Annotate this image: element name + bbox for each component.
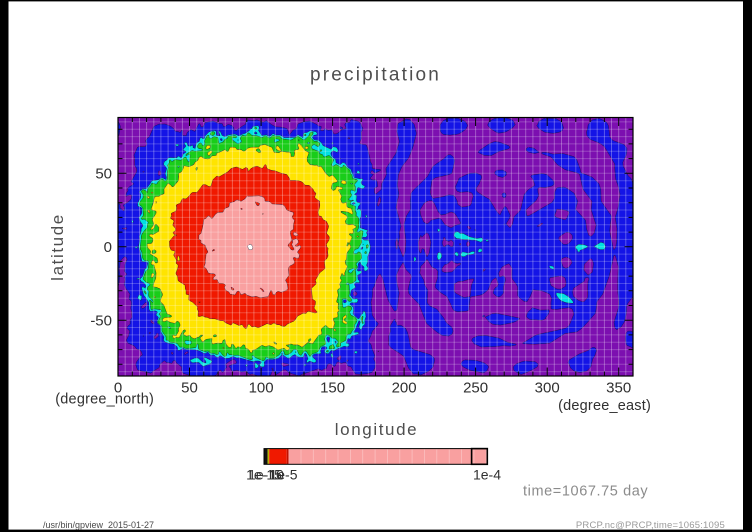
svg-text:0: 0 [114,380,122,397]
svg-text:precipitation: precipitation [310,65,441,86]
svg-text:1e-5: 1e-5 [269,467,297,483]
svg-text:(degree_east): (degree_east) [558,398,651,414]
svg-text:200: 200 [392,380,417,397]
svg-text:1e-15: 1e-15 [246,467,282,483]
svg-text:0: 0 [104,239,112,256]
svg-text:100: 100 [249,380,274,397]
svg-text:1e-4: 1e-4 [473,467,501,483]
svg-text:1e-10: 1e-10 [248,467,284,483]
svg-text:250: 250 [463,380,488,397]
svg-text:longitude: longitude [335,420,418,439]
svg-text:150: 150 [320,380,345,397]
svg-text:PRCP.nc@PRCP,time=1065:1095: PRCP.nc@PRCP,time=1065:1095 [576,520,725,531]
svg-text:350: 350 [606,380,631,397]
svg-text:50: 50 [181,380,198,397]
svg-text:latitude: latitude [48,213,67,281]
svg-text:/usr/bin/gpview 2015-01-27: /usr/bin/gpview 2015-01-27 [43,520,154,530]
svg-text:50: 50 [95,166,112,183]
svg-text:time=1067.75 day: time=1067.75 day [523,484,648,500]
svg-text:300: 300 [535,380,560,397]
svg-text:-50: -50 [90,312,112,329]
svg-text:(degree_north): (degree_north) [55,392,154,408]
